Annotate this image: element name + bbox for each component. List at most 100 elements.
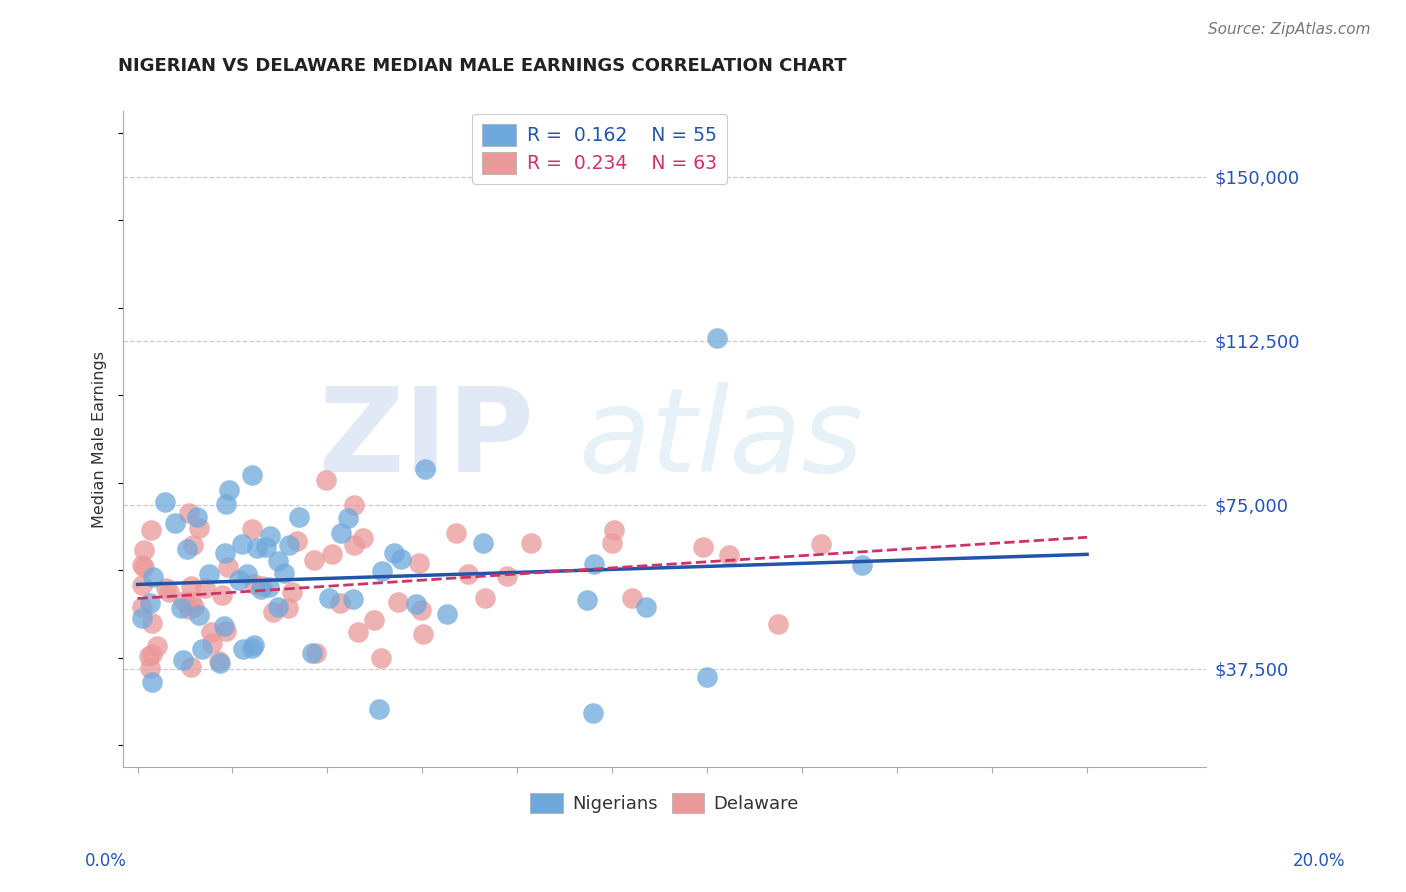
Point — [131, 611, 153, 625]
Point — [582, 706, 605, 720]
Point — [165, 516, 187, 530]
Point — [496, 569, 519, 583]
Point — [315, 473, 337, 487]
Point — [600, 536, 623, 550]
Point — [768, 617, 790, 632]
Point — [444, 526, 467, 541]
Point — [243, 576, 266, 591]
Point — [186, 510, 208, 524]
Point — [318, 591, 340, 605]
Point — [277, 600, 299, 615]
Point — [706, 331, 728, 345]
Point — [346, 625, 368, 640]
Point — [457, 567, 479, 582]
Y-axis label: Median Male Earnings: Median Male Earnings — [93, 351, 107, 527]
Point — [472, 536, 495, 550]
Point — [180, 660, 202, 674]
Text: 0.0%: 0.0% — [84, 852, 127, 870]
Point — [302, 552, 325, 566]
Point — [131, 558, 153, 572]
Point — [180, 594, 202, 608]
Text: NIGERIAN VS DELAWARE MEDIAN MALE EARNINGS CORRELATION CHART: NIGERIAN VS DELAWARE MEDIAN MALE EARNING… — [118, 57, 846, 75]
Point — [231, 537, 253, 551]
Point — [620, 591, 643, 605]
Point — [343, 539, 366, 553]
Point — [194, 581, 217, 595]
Point — [187, 607, 209, 622]
Point — [342, 591, 364, 606]
Point — [240, 468, 263, 483]
Point — [200, 625, 222, 640]
Point — [412, 627, 434, 641]
Point — [603, 523, 626, 537]
Point — [281, 584, 304, 599]
Point — [146, 639, 169, 653]
Point — [176, 541, 198, 556]
Point — [209, 656, 232, 670]
Point — [139, 661, 162, 675]
Point — [215, 624, 238, 638]
Point — [157, 584, 180, 599]
Point — [288, 510, 311, 524]
Point — [180, 579, 202, 593]
Point — [249, 582, 271, 596]
Point — [134, 559, 156, 574]
Point — [177, 602, 200, 616]
Point — [170, 601, 193, 615]
Point — [257, 580, 280, 594]
Point — [181, 538, 204, 552]
Point — [343, 499, 366, 513]
Point — [285, 533, 308, 548]
Text: atlas: atlas — [578, 382, 863, 496]
Point — [267, 600, 290, 615]
Point — [236, 566, 259, 581]
Point — [183, 599, 205, 614]
Point — [382, 546, 405, 560]
Point — [696, 669, 718, 683]
Point — [188, 521, 211, 535]
Point — [436, 607, 458, 621]
Point — [411, 603, 433, 617]
Point — [208, 654, 231, 668]
Point — [413, 461, 436, 475]
Point — [215, 497, 238, 511]
Point — [214, 546, 236, 560]
Point — [634, 599, 657, 614]
Point — [582, 558, 605, 572]
Point — [212, 619, 235, 633]
Point — [389, 552, 412, 566]
Point — [277, 538, 299, 552]
Point — [387, 595, 409, 609]
Point — [367, 702, 389, 716]
Point — [717, 548, 740, 562]
Point — [240, 522, 263, 536]
Point — [155, 581, 177, 595]
Legend: Nigerians, Delaware: Nigerians, Delaware — [523, 785, 806, 821]
Point — [329, 597, 352, 611]
Point — [408, 556, 430, 570]
Point — [191, 642, 214, 657]
Point — [173, 593, 195, 607]
Point — [201, 635, 224, 649]
Point — [576, 592, 599, 607]
Point — [336, 511, 359, 525]
Point — [142, 570, 165, 584]
Point — [232, 642, 254, 657]
Point — [198, 567, 221, 582]
Point — [139, 523, 162, 537]
Point — [519, 535, 541, 549]
Point — [243, 638, 266, 652]
Point — [321, 547, 343, 561]
Point — [240, 640, 263, 655]
Point — [254, 540, 277, 554]
Point — [474, 591, 496, 606]
Point — [259, 529, 281, 543]
Text: ZIP: ZIP — [319, 382, 534, 497]
Point — [262, 606, 284, 620]
Point — [273, 566, 295, 580]
Point — [228, 573, 250, 587]
Point — [141, 675, 163, 690]
Point — [267, 554, 290, 568]
Point — [810, 537, 832, 551]
Point — [131, 599, 153, 614]
